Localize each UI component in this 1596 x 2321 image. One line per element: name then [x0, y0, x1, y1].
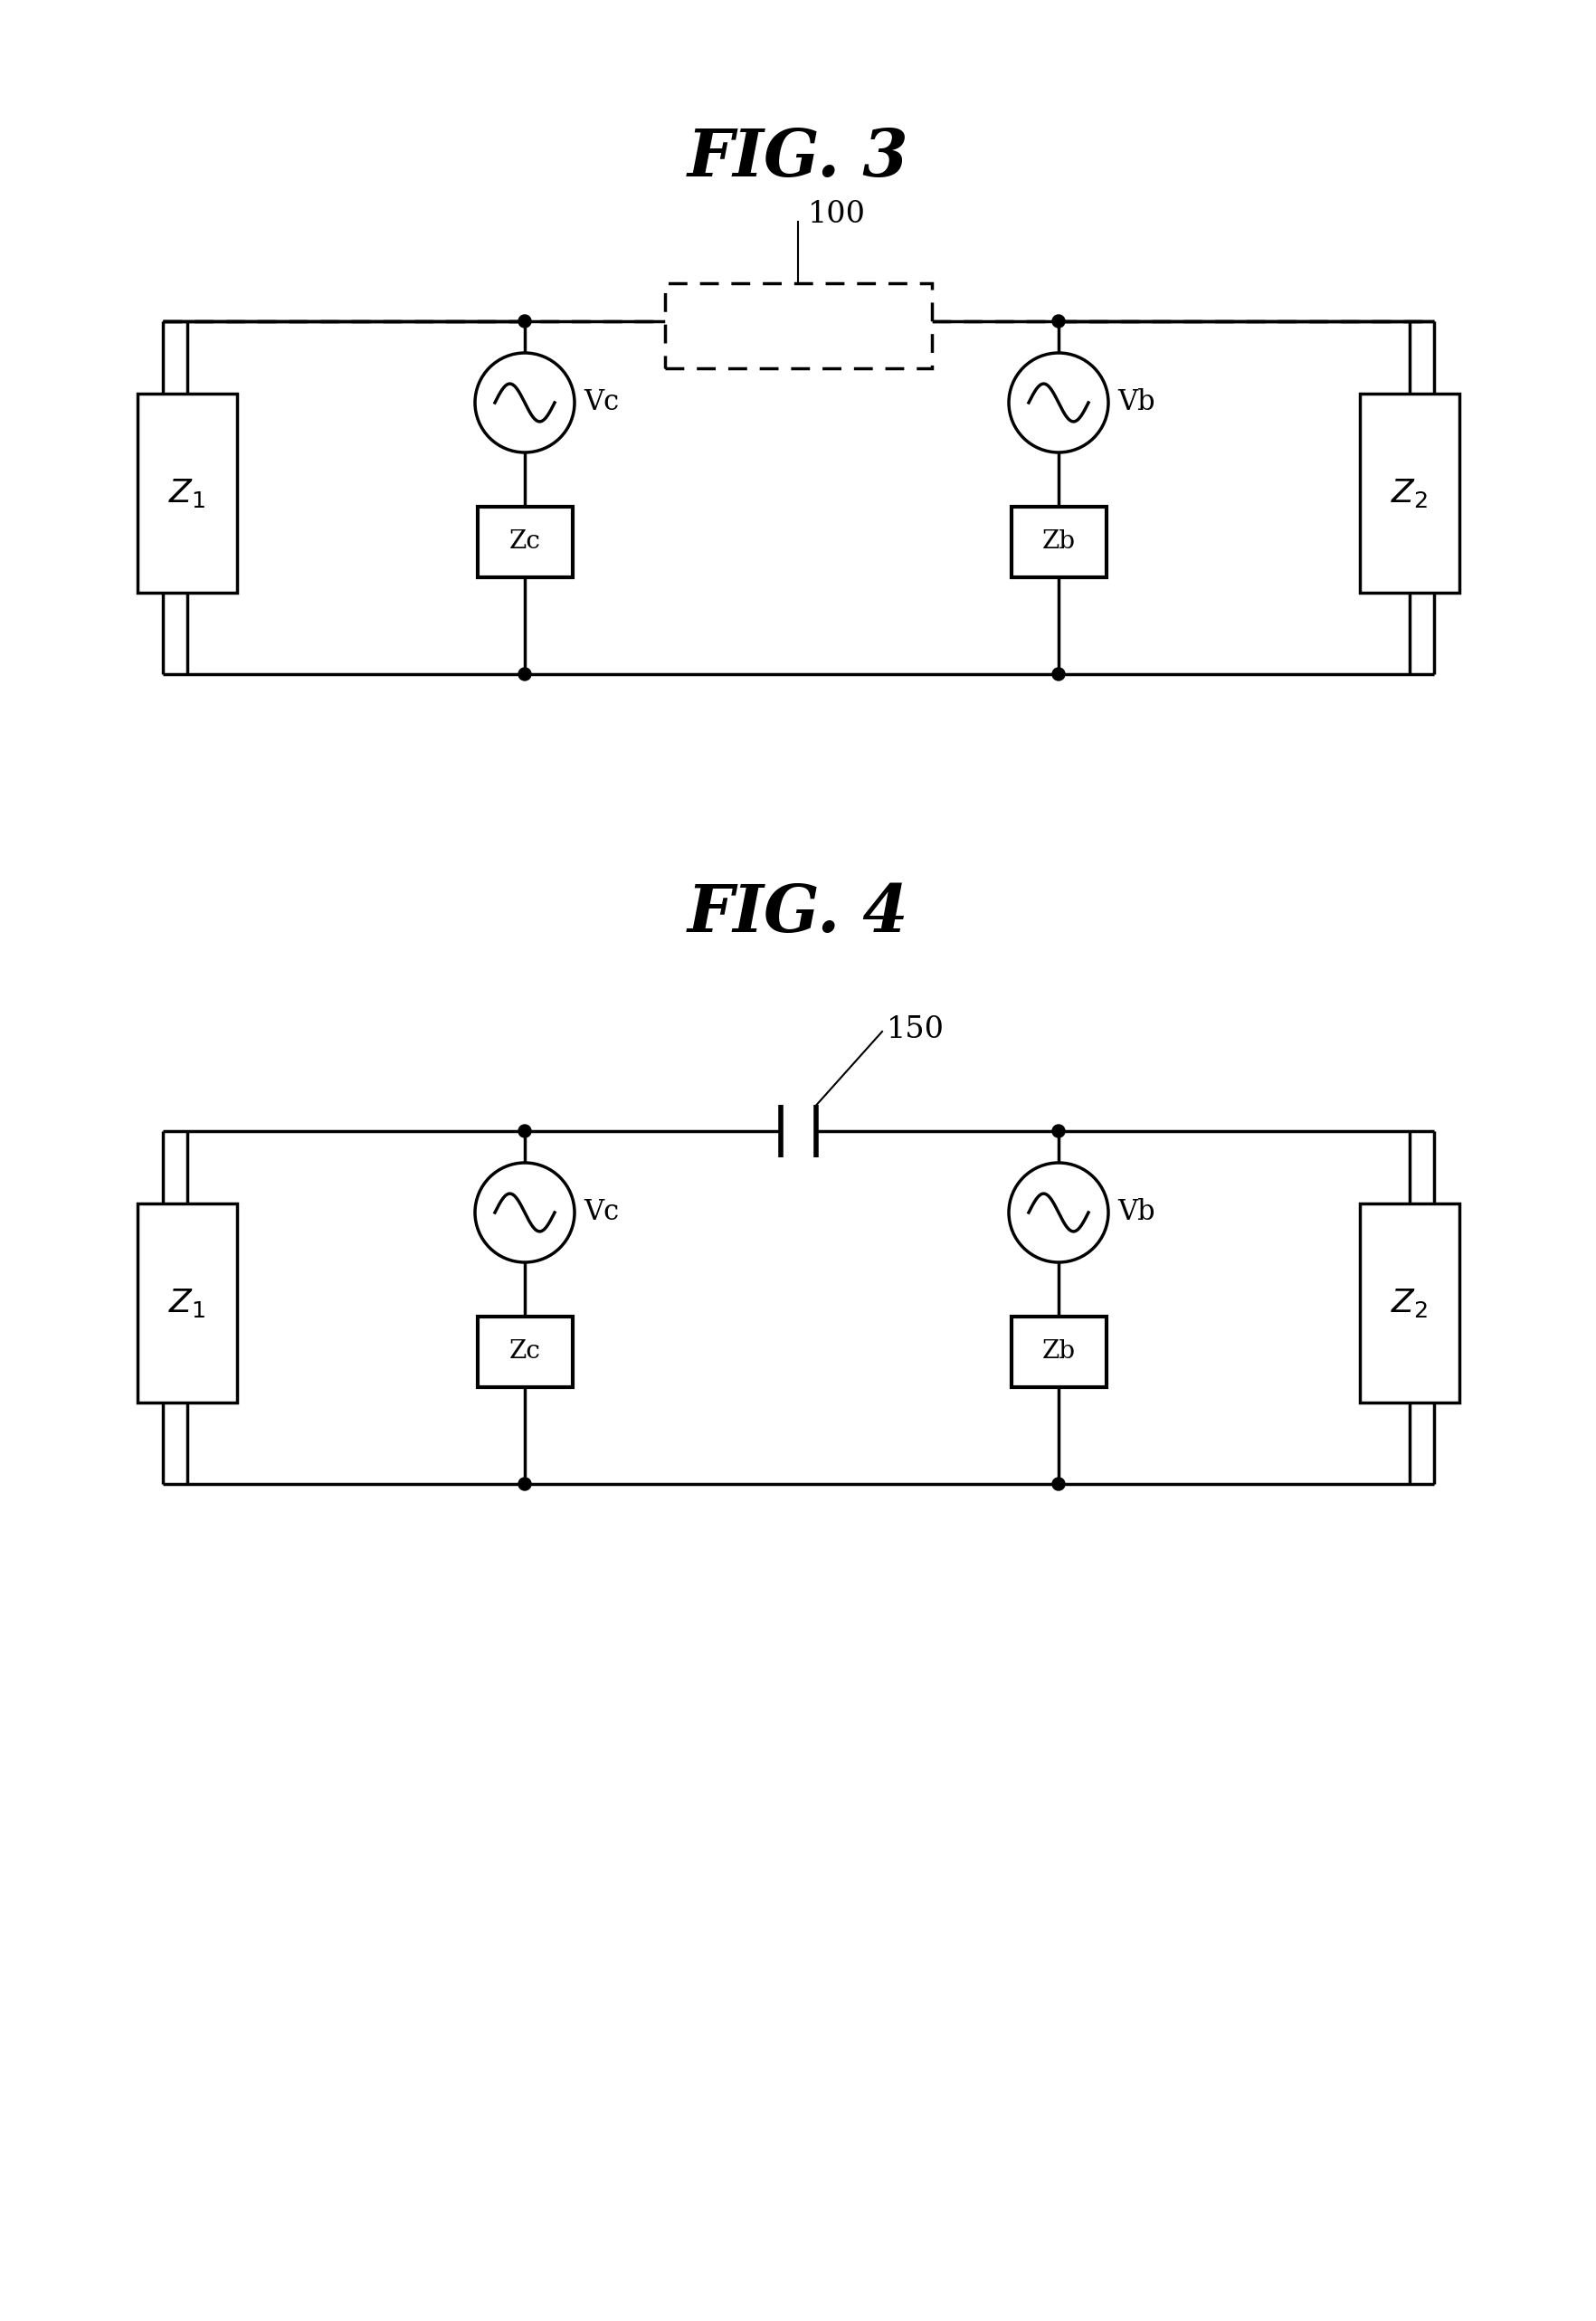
Circle shape [519, 668, 531, 680]
Circle shape [519, 1478, 531, 1490]
Circle shape [519, 1126, 531, 1137]
Bar [1010, 506, 1106, 578]
Circle shape [474, 1163, 575, 1263]
Text: Vc: Vc [583, 1198, 619, 1225]
Circle shape [1052, 316, 1065, 327]
Bar [137, 395, 236, 592]
Text: Zb: Zb [1041, 1339, 1074, 1365]
Circle shape [1009, 1163, 1108, 1263]
Circle shape [474, 353, 575, 453]
Text: Vb: Vb [1117, 1198, 1154, 1225]
Bar [477, 506, 571, 578]
Bar [1360, 395, 1459, 592]
Text: 150: 150 [886, 1014, 945, 1044]
Bar [137, 1205, 236, 1402]
Text: Zb: Zb [1041, 529, 1074, 555]
Text: FIG. 4: FIG. 4 [688, 882, 908, 947]
Text: Zc: Zc [509, 529, 539, 555]
Bar [664, 283, 932, 369]
Circle shape [1052, 1126, 1065, 1137]
Text: $Z_1$: $Z_1$ [169, 1286, 206, 1318]
Bar [1010, 1316, 1106, 1388]
Text: Vc: Vc [583, 388, 619, 418]
Text: FIG. 3: FIG. 3 [688, 125, 908, 190]
Bar [477, 1316, 571, 1388]
Text: 100: 100 [808, 200, 865, 230]
Text: Zc: Zc [509, 1339, 539, 1365]
Bar [1360, 1205, 1459, 1402]
Circle shape [519, 316, 531, 327]
Text: $Z_1$: $Z_1$ [169, 476, 206, 508]
Circle shape [1052, 668, 1065, 680]
Circle shape [1052, 1478, 1065, 1490]
Circle shape [1009, 353, 1108, 453]
Text: $Z_2$: $Z_2$ [1390, 476, 1427, 508]
Text: $Z_2$: $Z_2$ [1390, 1286, 1427, 1318]
Text: Vb: Vb [1117, 388, 1154, 418]
